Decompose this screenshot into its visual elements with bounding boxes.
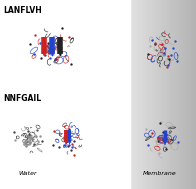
- Text: LANFLVH: LANFLVH: [3, 6, 42, 15]
- Text: NNFGAIL: NNFGAIL: [3, 94, 41, 103]
- Bar: [0, 0, 130, 189]
- Text: Membrane: Membrane: [143, 171, 177, 176]
- Text: Water: Water: [18, 171, 37, 176]
